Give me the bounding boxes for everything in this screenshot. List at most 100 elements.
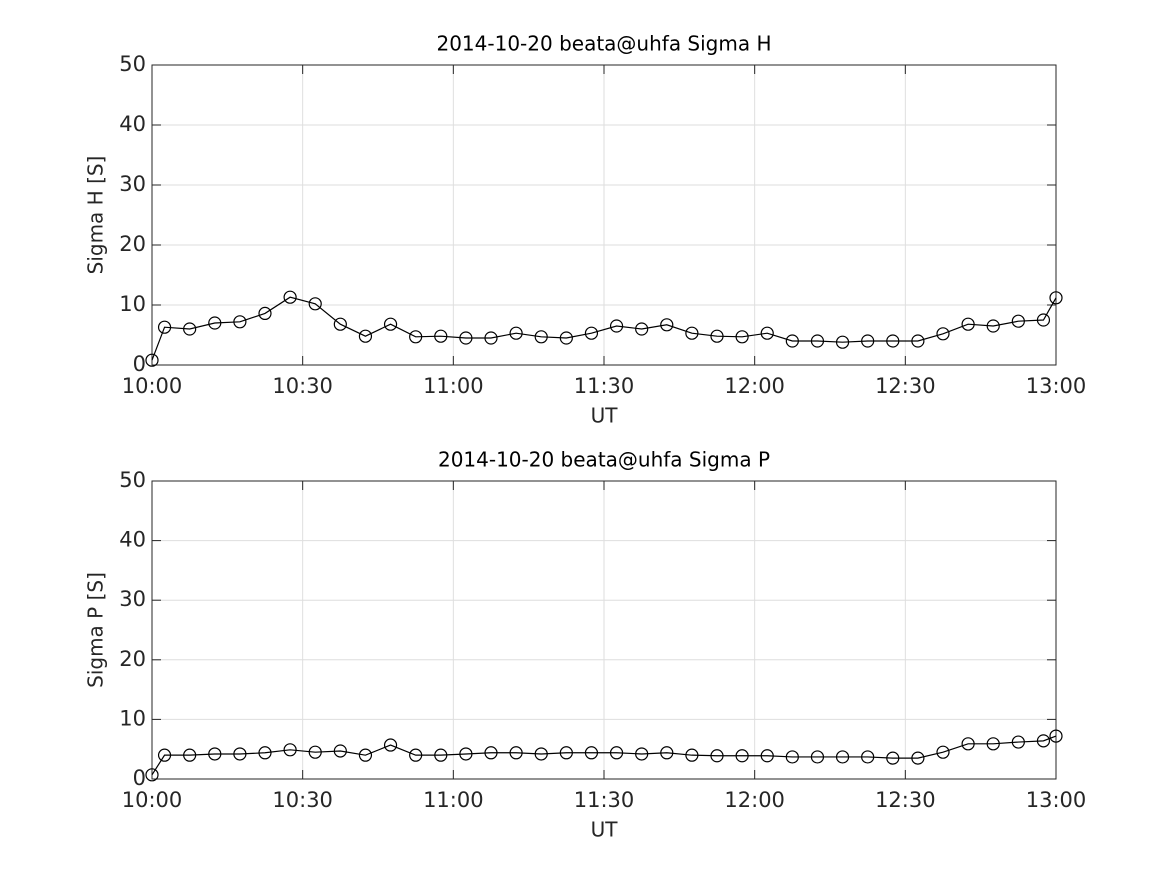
data-point — [157, 748, 172, 762]
y-axis-label: Sigma P [S] — [84, 572, 108, 688]
data-point — [1049, 291, 1063, 305]
data-point — [835, 335, 850, 349]
x-axis-label: UT — [591, 818, 619, 842]
y-axis-label: Sigma H [S] — [84, 156, 108, 275]
data-point — [961, 317, 975, 331]
x-tick-label: 11:30 — [574, 374, 635, 398]
data-point — [861, 750, 875, 764]
data-point — [358, 329, 373, 343]
y-tick-label: 30 — [119, 172, 146, 196]
data-point — [258, 306, 272, 320]
data-point — [911, 334, 925, 348]
data-point — [785, 334, 799, 348]
data-point — [710, 329, 724, 343]
data-point — [735, 330, 749, 344]
y-tick-label: 40 — [119, 528, 146, 552]
y-tick-label: 50 — [119, 52, 146, 76]
y-tick-label: 40 — [119, 112, 146, 136]
x-tick-label: 13:00 — [1026, 374, 1087, 398]
data-point — [559, 331, 573, 345]
data-point — [509, 746, 523, 760]
y-tick-label: 20 — [119, 232, 146, 256]
x-tick-label: 11:00 — [423, 374, 484, 398]
data-point — [333, 744, 347, 758]
x-tick-label: 13:00 — [1026, 788, 1087, 812]
data-point — [760, 749, 774, 763]
data-point — [308, 297, 322, 311]
data-point — [986, 737, 1000, 751]
x-tick-label: 10:00 — [122, 788, 183, 812]
x-tick-label: 12:30 — [875, 374, 936, 398]
data-point — [484, 331, 498, 345]
x-tick-label: 12:30 — [875, 788, 936, 812]
data-point — [635, 747, 649, 761]
data-point — [183, 322, 197, 336]
data-point — [936, 327, 950, 341]
data-point — [986, 319, 1000, 333]
data-point — [434, 748, 448, 762]
data-point — [459, 747, 473, 761]
data-point — [911, 751, 925, 765]
x-tick-label: 11:30 — [574, 788, 635, 812]
data-point — [308, 745, 322, 759]
data-point — [1036, 734, 1051, 748]
chart-title: 2014-10-20 beata@uhfa Sigma H — [436, 32, 771, 56]
y-tick-label: 10 — [119, 706, 146, 730]
data-point — [1049, 729, 1063, 743]
data-point — [208, 316, 222, 330]
x-tick-label: 12:00 — [724, 374, 785, 398]
data-point — [609, 746, 624, 760]
x-axis-label: UT — [591, 404, 619, 428]
data-point — [459, 331, 473, 345]
data-point — [484, 746, 498, 760]
y-tick-label: 0 — [133, 352, 146, 376]
data-point — [1011, 735, 1025, 749]
x-tick-label: 11:00 — [423, 788, 484, 812]
data-point — [785, 750, 799, 764]
data-point — [660, 318, 674, 332]
y-tick-label: 10 — [119, 292, 146, 316]
data-point — [157, 320, 172, 334]
data-point — [735, 749, 749, 763]
data-point — [710, 749, 724, 763]
data-point — [409, 330, 423, 344]
data-point — [584, 746, 599, 760]
data-point — [961, 737, 975, 751]
x-tick-label: 10:30 — [272, 788, 333, 812]
data-point — [886, 334, 900, 348]
data-point — [233, 747, 247, 761]
subplot: 0 10 20 30 40 50 10:00 10:30 11:00 11:30 12:00 12:3… — [84, 32, 1087, 428]
data-point — [233, 315, 247, 329]
data-point — [685, 326, 699, 340]
data-point — [283, 290, 297, 304]
axes-box — [151, 64, 1057, 366]
data-point — [358, 748, 373, 762]
y-tick-label: 50 — [119, 468, 146, 492]
data-point — [936, 745, 950, 759]
data-point — [409, 748, 423, 762]
axes-box — [151, 480, 1057, 780]
data-point — [810, 750, 825, 764]
x-tick-label: 10:00 — [122, 374, 183, 398]
y-tick-label: 30 — [119, 587, 146, 611]
subplot: 0 10 20 30 40 50 10:00 10:30 11:00 11:30 12:00 12:3… — [84, 448, 1087, 842]
data-line — [151, 296, 1057, 361]
x-tick-label: 10:30 — [272, 374, 333, 398]
data-point — [810, 334, 825, 348]
data-point — [145, 768, 159, 782]
data-point — [333, 317, 347, 331]
data-point — [861, 334, 875, 348]
data-point — [534, 330, 548, 344]
x-tick-label: 12:00 — [724, 788, 785, 812]
data-point — [609, 319, 624, 333]
data-point — [584, 326, 599, 340]
data-line — [151, 735, 1057, 776]
data-point — [183, 748, 197, 762]
y-tick-label: 0 — [133, 766, 146, 790]
data-point — [835, 750, 850, 764]
chart-title: 2014-10-20 beata@uhfa Sigma P — [438, 448, 770, 472]
data-point — [434, 329, 448, 343]
data-point — [534, 747, 548, 761]
